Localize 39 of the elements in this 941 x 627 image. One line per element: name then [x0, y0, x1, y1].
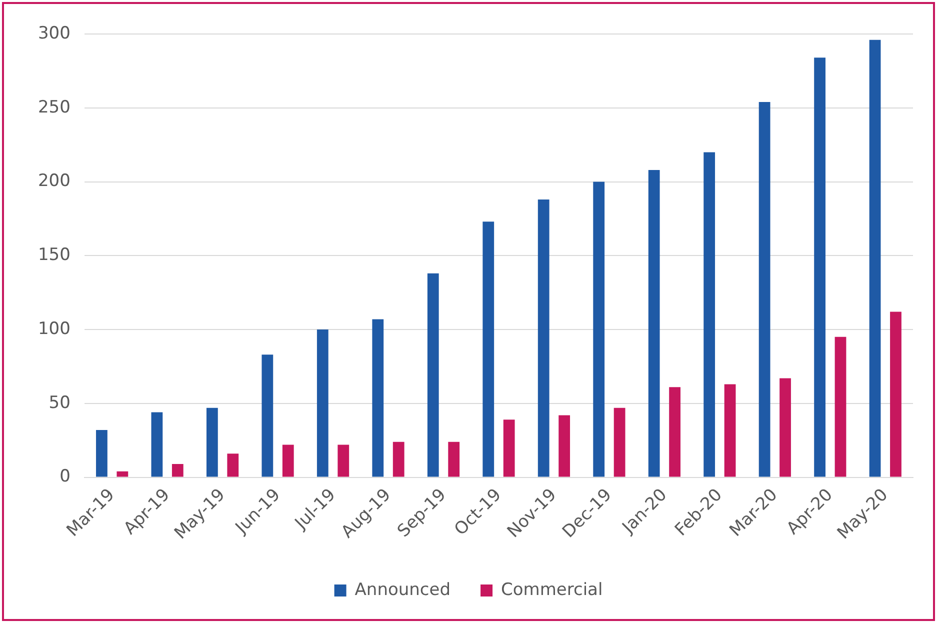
legend-label: Announced — [354, 580, 451, 600]
bar — [669, 387, 680, 477]
bar — [448, 442, 460, 477]
bar — [316, 330, 328, 477]
bar — [427, 273, 439, 477]
bar — [724, 384, 736, 477]
bar — [758, 102, 770, 477]
bar — [648, 170, 660, 477]
y-tick-label: 50 — [48, 392, 70, 413]
bar — [869, 40, 881, 477]
bar — [558, 415, 570, 477]
bar — [503, 420, 515, 477]
bar — [206, 408, 218, 477]
bar — [780, 378, 791, 477]
bar — [372, 319, 384, 477]
bar — [338, 444, 350, 477]
bar — [172, 464, 184, 477]
bar — [392, 442, 404, 477]
y-tick-label: 300 — [38, 23, 70, 44]
bar — [116, 471, 128, 477]
y-tick-label: 100 — [38, 318, 70, 339]
bar — [614, 408, 626, 477]
y-tick-label: 250 — [38, 97, 70, 118]
bar — [151, 412, 163, 477]
legend-label: Commercial — [501, 580, 603, 600]
bar — [834, 336, 846, 477]
y-tick-label: 0 — [60, 466, 70, 487]
bar — [593, 182, 605, 477]
bar — [282, 444, 294, 477]
bar — [890, 312, 902, 477]
bar — [482, 222, 494, 477]
bar — [538, 200, 550, 477]
bar — [227, 454, 239, 477]
bar — [96, 430, 108, 477]
bar — [704, 152, 716, 477]
y-tick-label: 150 — [38, 245, 70, 266]
bar — [814, 58, 826, 477]
y-tick-label: 200 — [38, 171, 70, 192]
bar — [262, 354, 274, 477]
